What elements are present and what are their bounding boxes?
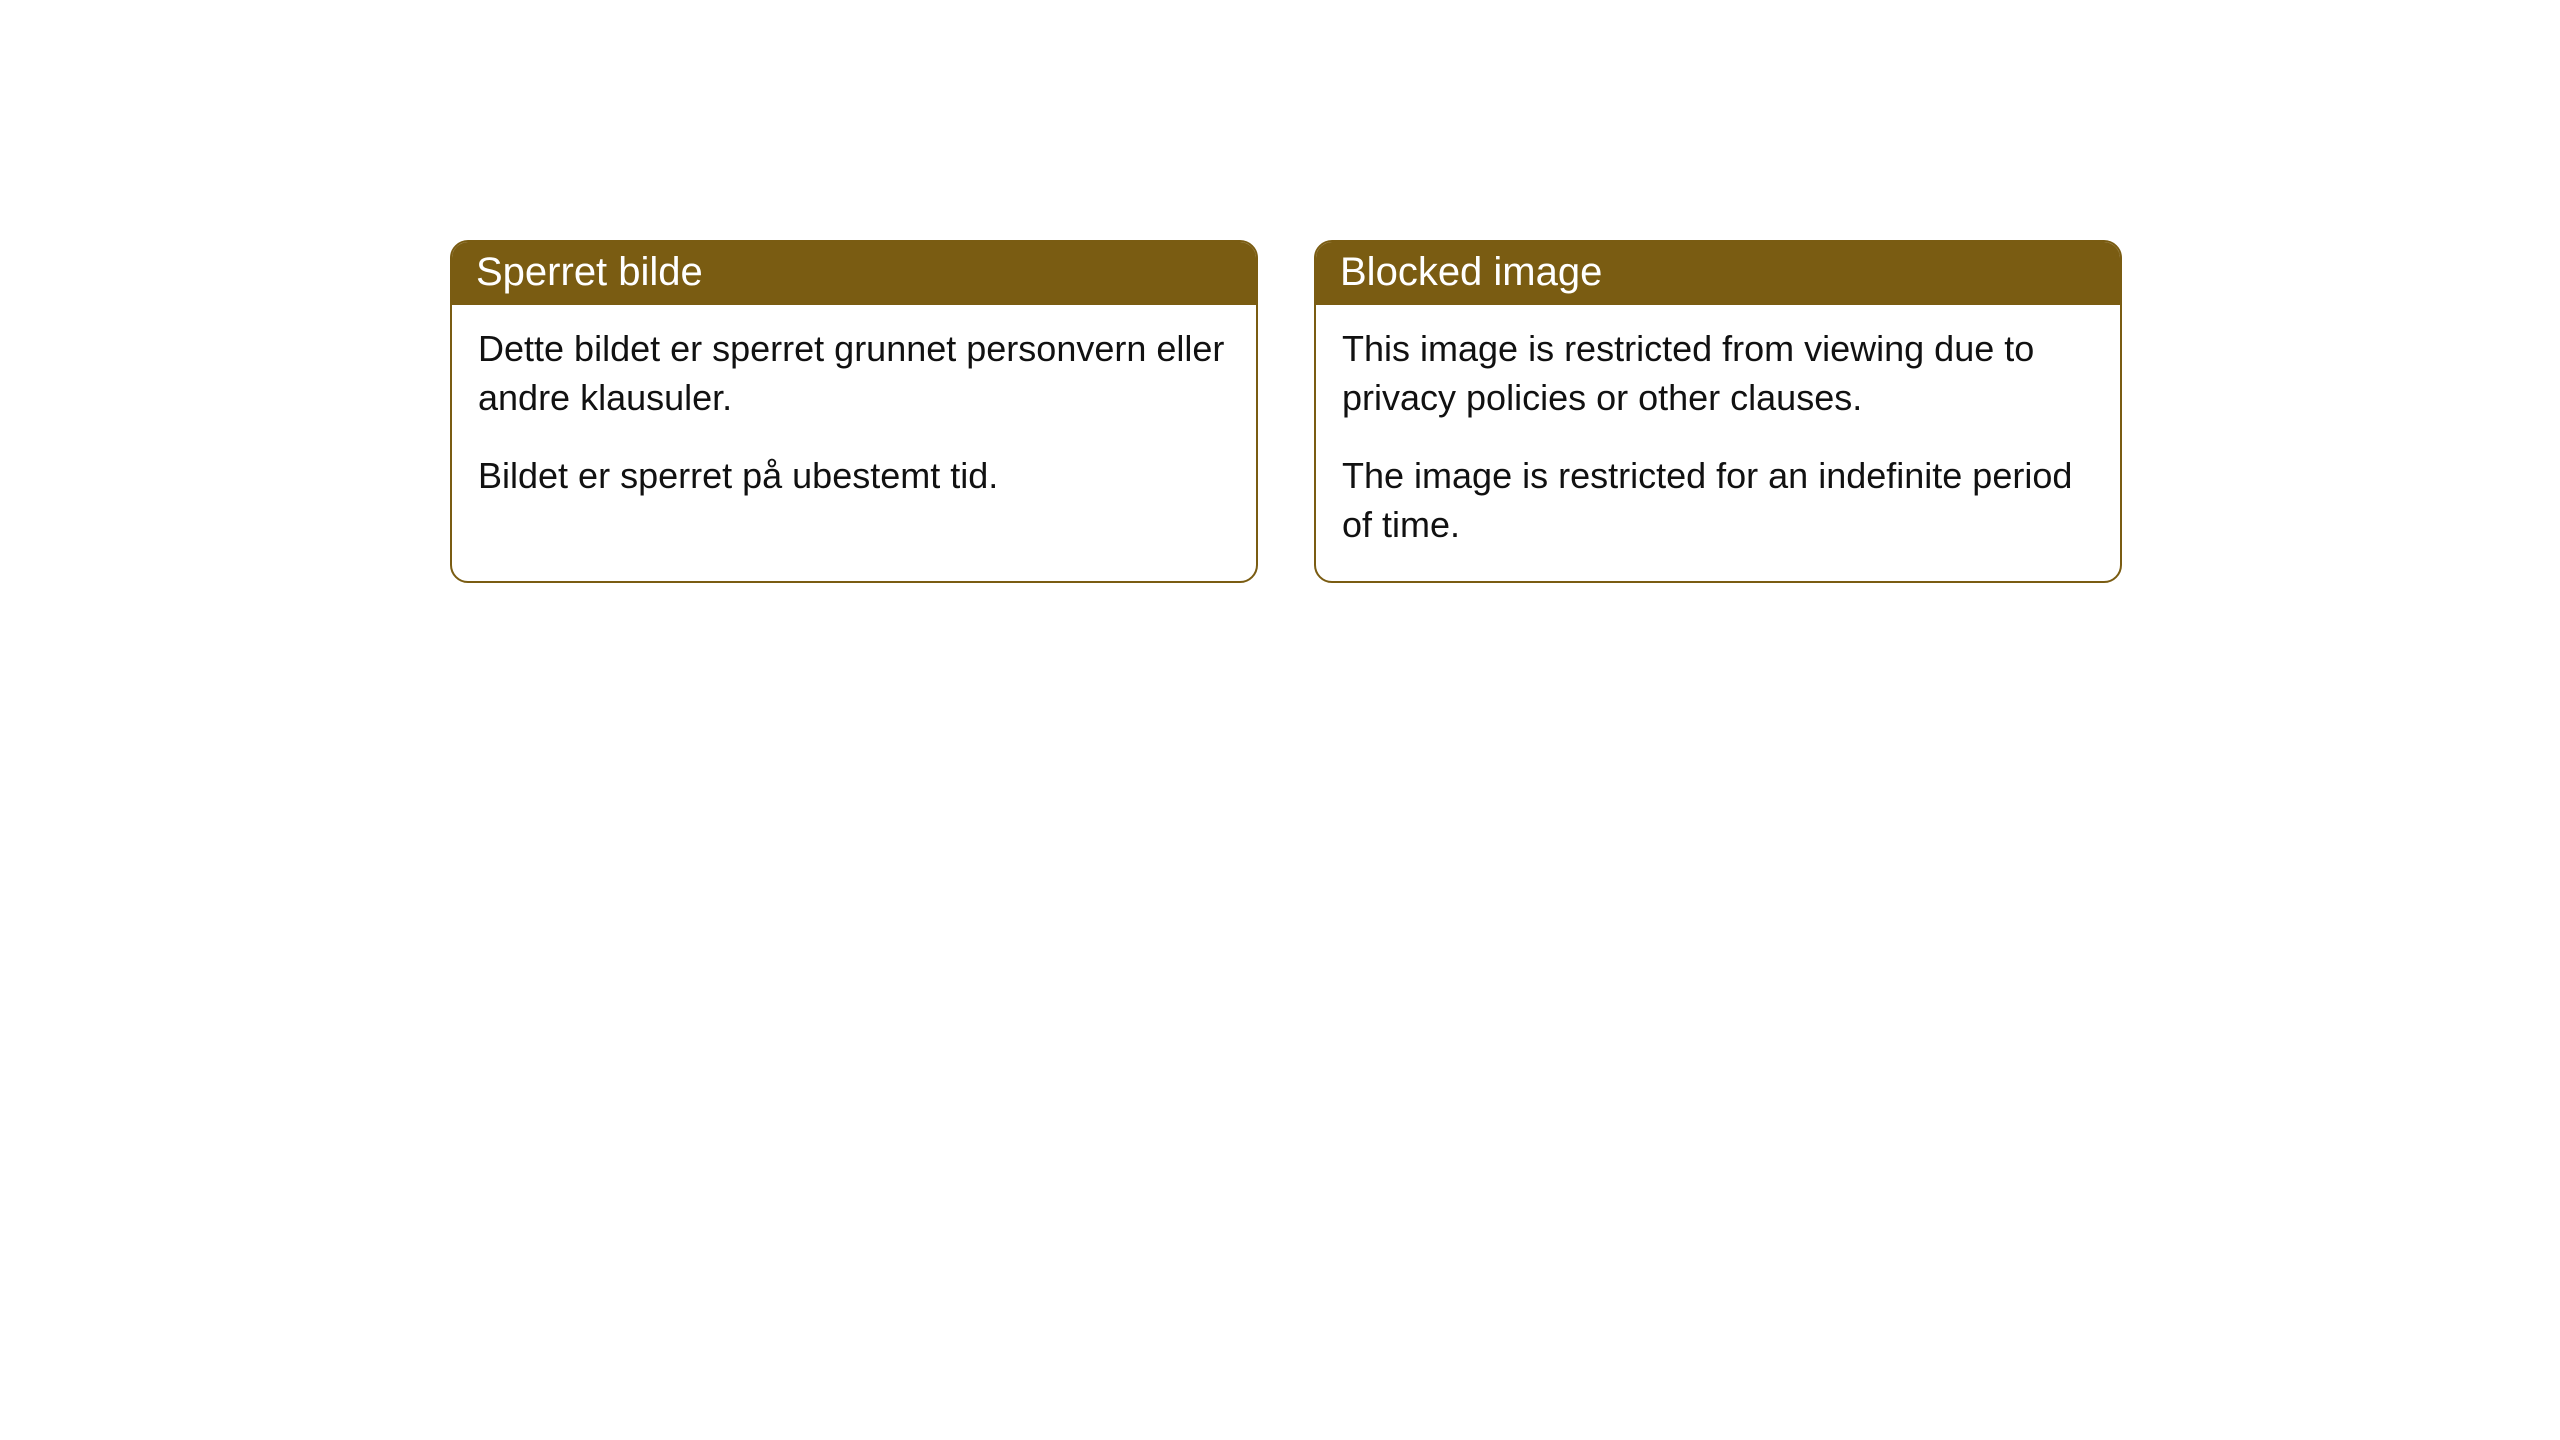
notice-paragraph-2: Bildet er sperret på ubestemt tid.	[478, 452, 1230, 501]
notice-container: Sperret bilde Dette bildet er sperret gr…	[0, 0, 2560, 583]
notice-header: Blocked image	[1316, 242, 2120, 305]
notice-paragraph-2: The image is restricted for an indefinit…	[1342, 452, 2094, 549]
notice-body: Dette bildet er sperret grunnet personve…	[452, 305, 1256, 533]
notice-header: Sperret bilde	[452, 242, 1256, 305]
notice-card-norwegian: Sperret bilde Dette bildet er sperret gr…	[450, 240, 1258, 583]
notice-card-english: Blocked image This image is restricted f…	[1314, 240, 2122, 583]
notice-paragraph-1: Dette bildet er sperret grunnet personve…	[478, 325, 1230, 422]
notice-paragraph-1: This image is restricted from viewing du…	[1342, 325, 2094, 422]
notice-body: This image is restricted from viewing du…	[1316, 305, 2120, 581]
